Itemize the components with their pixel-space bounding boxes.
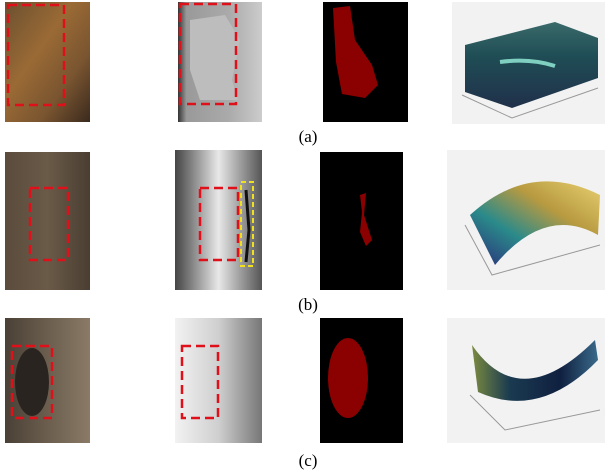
crack	[244, 189, 251, 263]
plot-axes	[461, 87, 599, 119]
corrosion	[15, 348, 49, 416]
region-box	[10, 344, 54, 420]
mask-region	[328, 338, 368, 418]
panel-label: (c)	[299, 451, 318, 470]
region-box	[180, 344, 220, 420]
plot-axes	[464, 224, 601, 276]
region-box	[178, 2, 238, 106]
mask-region	[333, 6, 378, 98]
mask-region	[360, 193, 372, 246]
region-box	[28, 186, 70, 262]
plot-axes	[469, 394, 601, 431]
panel-label: (b)	[298, 295, 318, 314]
photo	[5, 2, 90, 122]
depth-region	[190, 15, 240, 100]
surface	[472, 340, 598, 401]
surface-highlight	[499, 58, 556, 68]
surface	[470, 181, 600, 265]
region-box	[6, 3, 66, 107]
photo	[5, 152, 90, 290]
panel-label: (a)	[299, 127, 318, 146]
surface	[465, 22, 598, 108]
region-box	[198, 186, 240, 262]
